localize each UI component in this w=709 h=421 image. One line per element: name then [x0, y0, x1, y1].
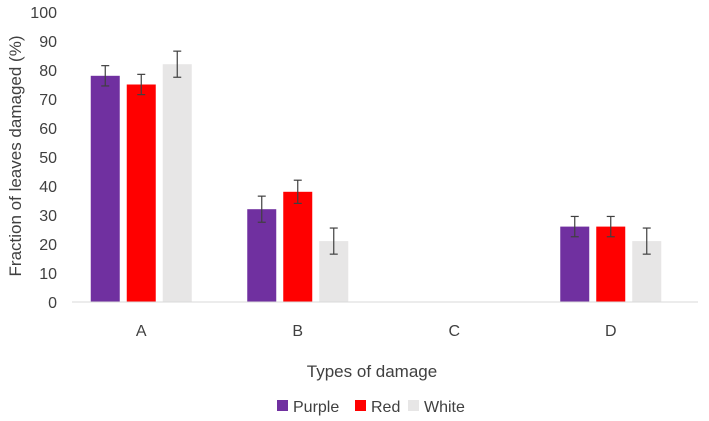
- bar-purple-d: [560, 226, 590, 302]
- legend: Purple Red White: [277, 399, 465, 416]
- y-tick-label: 80: [39, 63, 57, 80]
- x-tick-label-a: A: [136, 323, 147, 340]
- y-tick-label: 30: [39, 208, 57, 225]
- x-axis-ticks: A B C D: [136, 323, 617, 340]
- bars: [90, 64, 662, 302]
- y-tick-label: 100: [30, 5, 57, 22]
- legend-swatch-white: [408, 400, 419, 411]
- y-tick-label: 20: [39, 237, 57, 254]
- bar-white-a: [162, 64, 192, 302]
- y-tick-label: 0: [48, 295, 57, 312]
- legend-label-purple: Purple: [293, 399, 339, 416]
- x-axis-title: Types of damage: [307, 362, 437, 381]
- legend-label-red: Red: [371, 399, 400, 416]
- x-tick-label-d: D: [605, 323, 617, 340]
- y-axis-ticks: 0 10 20 30 40 50 60 70 80 90 100: [30, 5, 57, 312]
- bar-purple-a: [90, 75, 120, 302]
- x-tick-label-b: B: [292, 323, 303, 340]
- y-tick-label: 10: [39, 266, 57, 283]
- legend-swatch-purple: [277, 400, 288, 411]
- bar-red-b: [283, 191, 313, 302]
- y-axis-title: Fraction of leaves damaged (%): [6, 36, 25, 277]
- bar-red-a: [126, 84, 156, 302]
- x-tick-label-c: C: [448, 323, 460, 340]
- y-tick-label: 90: [39, 34, 57, 51]
- y-tick-label: 60: [39, 121, 57, 138]
- legend-label-white: White: [424, 399, 465, 416]
- y-tick-label: 70: [39, 92, 57, 109]
- error-bars: [101, 50, 651, 255]
- bar-purple-b: [247, 209, 277, 302]
- legend-swatch-red: [355, 400, 366, 411]
- y-tick-label: 40: [39, 179, 57, 196]
- y-tick-label: 50: [39, 150, 57, 167]
- bar-red-d: [596, 226, 626, 302]
